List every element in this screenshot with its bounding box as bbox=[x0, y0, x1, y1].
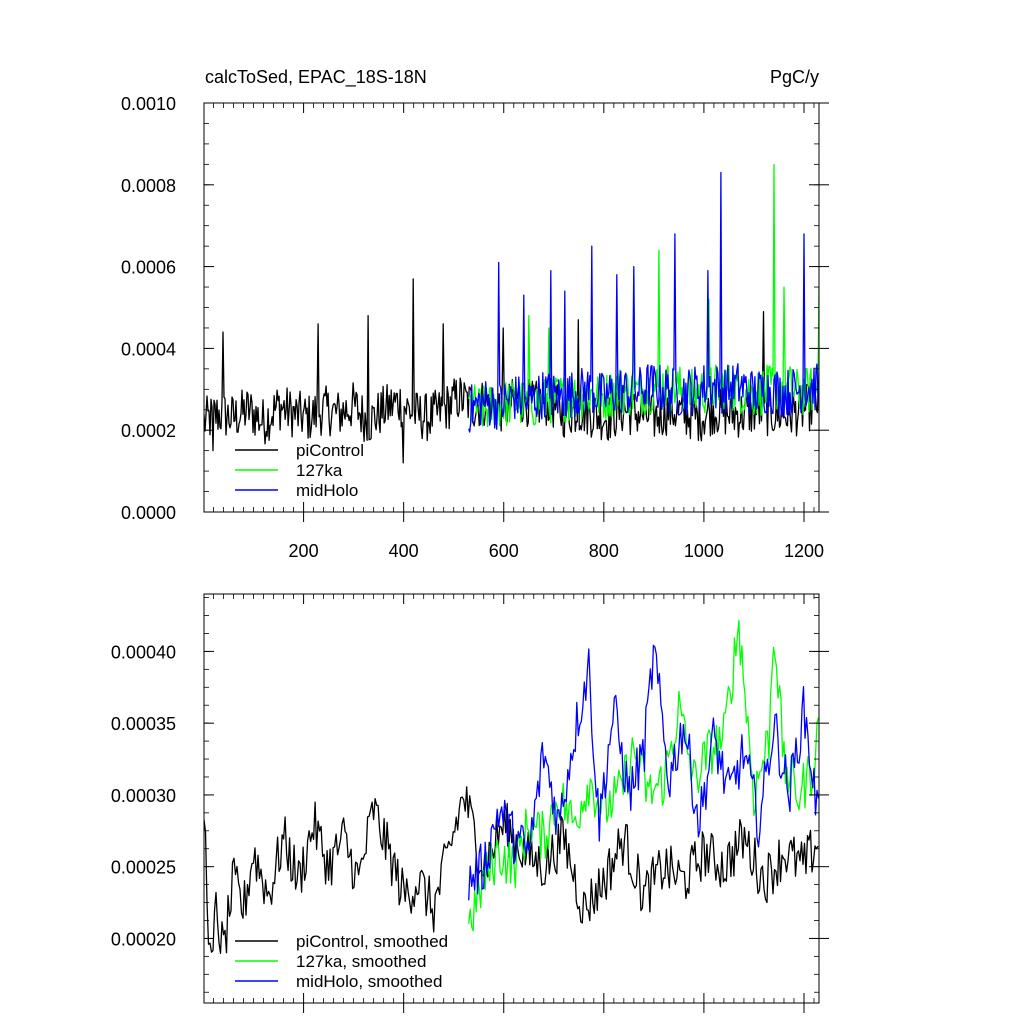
plot-area-bottom bbox=[204, 619, 819, 955]
legend-label-127ka-smoothed: 127ka, smoothed bbox=[296, 952, 426, 971]
legend-label-127ka: 127ka bbox=[296, 461, 343, 480]
axes-top: 200 400 600 800 1000 1200 0.0000 0.0002 0.0004 0.… bbox=[121, 94, 829, 561]
plot-frame bbox=[203, 593, 820, 1004]
x-tick-label: 600 bbox=[489, 541, 519, 561]
x-tick-label: 1000 bbox=[684, 541, 724, 561]
panel-smoothed: 0.00020 0.00025 0.00030 0.00035 0.00040 piCo… bbox=[111, 593, 829, 1013]
legend-label-midholo: midHolo bbox=[296, 481, 358, 500]
x-tick-label: 400 bbox=[389, 541, 419, 561]
y-tick-label: 0.0008 bbox=[121, 176, 176, 196]
plot-area-top bbox=[204, 163, 819, 464]
panel-raw: calcToSed, EPAC_18S-18N PgC/y 200 400 600 8… bbox=[121, 67, 829, 561]
y-tick-label: 0.00040 bbox=[111, 642, 176, 662]
legend-label-picontrol-smoothed: piControl, smoothed bbox=[296, 932, 448, 951]
y-tick-label: 0.00025 bbox=[111, 858, 176, 878]
series-line-127ka-smoothed bbox=[468, 619, 819, 932]
chart-title: calcToSed, EPAC_18S-18N bbox=[205, 67, 427, 88]
series-line-midholo-smoothed bbox=[468, 644, 819, 901]
y-tick-label: 0.0004 bbox=[121, 339, 176, 359]
axes-bottom: 0.00020 0.00025 0.00030 0.00035 0.00040 bbox=[111, 593, 829, 1013]
y-tick-label: 0.0002 bbox=[121, 421, 176, 441]
legend-label-picontrol: piControl bbox=[296, 441, 364, 460]
y-tick-label: 0.0006 bbox=[121, 258, 176, 278]
series-line-picontrol-smoothed bbox=[204, 786, 819, 955]
series-line-picontrol bbox=[204, 278, 819, 464]
x-tick-label: 200 bbox=[289, 541, 319, 561]
units-label: PgC/y bbox=[770, 67, 819, 87]
x-tick-label: 800 bbox=[589, 541, 619, 561]
y-tick-label: 0.00030 bbox=[111, 786, 176, 806]
series-line-127ka bbox=[468, 163, 819, 429]
y-tick-label: 0.00035 bbox=[111, 714, 176, 734]
legend-label-midholo-smoothed: midHolo, smoothed bbox=[296, 972, 442, 991]
y-tick-label: 0.00020 bbox=[111, 929, 176, 949]
x-tick-label: 1200 bbox=[784, 541, 824, 561]
y-tick-label: 0.0000 bbox=[121, 503, 176, 523]
y-tick-label: 0.0010 bbox=[121, 94, 176, 114]
series-line-midholo bbox=[468, 171, 819, 433]
